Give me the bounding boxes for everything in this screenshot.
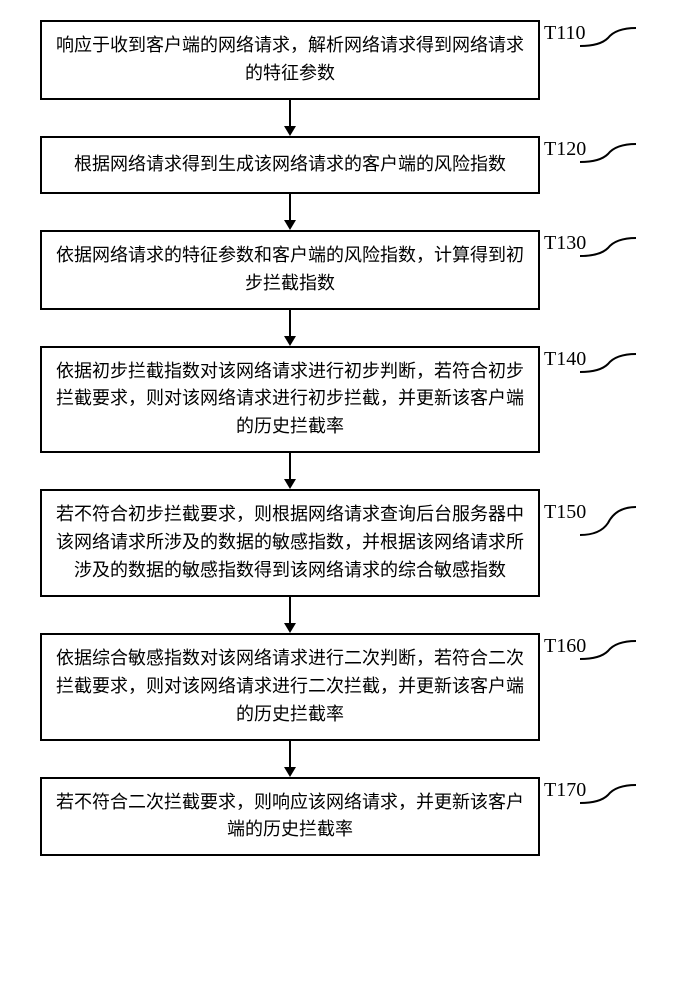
flow-arrow bbox=[40, 597, 540, 633]
flow-step: 响应于收到客户端的网络请求，解析网络请求得到网络请求的特征参数 T110 bbox=[40, 20, 660, 100]
step-box-t150: 若不符合初步拦截要求，则根据网络请求查询后台服务器中该网络请求所涉及的数据的敏感… bbox=[40, 489, 540, 597]
flow-step: 依据网络请求的特征参数和客户端的风险指数，计算得到初步拦截指数 T130 bbox=[40, 230, 660, 310]
step-box-t130: 依据网络请求的特征参数和客户端的风险指数，计算得到初步拦截指数 bbox=[40, 230, 540, 310]
step-box-t170: 若不符合二次拦截要求，则响应该网络请求，并更新该客户端的历史拦截率 bbox=[40, 777, 540, 857]
connector-line bbox=[580, 238, 640, 268]
step-text: 响应于收到客户端的网络请求，解析网络请求得到网络请求的特征参数 bbox=[56, 32, 524, 88]
arrow-down-icon bbox=[280, 310, 300, 346]
step-text: 若不符合二次拦截要求，则响应该网络请求，并更新该客户端的历史拦截率 bbox=[56, 789, 524, 845]
connector-line bbox=[580, 785, 640, 815]
arrow-down-icon bbox=[280, 100, 300, 136]
step-box-t110: 响应于收到客户端的网络请求，解析网络请求得到网络请求的特征参数 bbox=[40, 20, 540, 100]
connector-line bbox=[580, 144, 640, 174]
arrow-down-icon bbox=[280, 453, 300, 489]
step-box-t160: 依据综合敏感指数对该网络请求进行二次判断，若符合二次拦截要求，则对该网络请求进行… bbox=[40, 633, 540, 741]
flow-arrow bbox=[40, 100, 540, 136]
flow-arrow bbox=[40, 453, 540, 489]
connector-line bbox=[580, 507, 640, 547]
flow-arrow bbox=[40, 194, 540, 230]
step-text: 若不符合初步拦截要求，则根据网络请求查询后台服务器中该网络请求所涉及的数据的敏感… bbox=[56, 501, 524, 585]
step-text: 依据初步拦截指数对该网络请求进行初步判断，若符合初步拦截要求，则对该网络请求进行… bbox=[56, 358, 524, 442]
connector-line bbox=[580, 28, 640, 58]
flow-step: 若不符合初步拦截要求，则根据网络请求查询后台服务器中该网络请求所涉及的数据的敏感… bbox=[40, 489, 660, 597]
step-text: 根据网络请求得到生成该网络请求的客户端的风险指数 bbox=[74, 151, 506, 179]
flow-step: 依据综合敏感指数对该网络请求进行二次判断，若符合二次拦截要求，则对该网络请求进行… bbox=[40, 633, 660, 741]
arrow-down-icon bbox=[280, 194, 300, 230]
flow-step: 根据网络请求得到生成该网络请求的客户端的风险指数 T120 bbox=[40, 136, 660, 194]
step-text: 依据网络请求的特征参数和客户端的风险指数，计算得到初步拦截指数 bbox=[56, 242, 524, 298]
flow-step: 若不符合二次拦截要求，则响应该网络请求，并更新该客户端的历史拦截率 T170 bbox=[40, 777, 660, 857]
flow-step: 依据初步拦截指数对该网络请求进行初步判断，若符合初步拦截要求，则对该网络请求进行… bbox=[40, 346, 660, 454]
connector-line bbox=[580, 641, 640, 671]
connector-line bbox=[580, 354, 640, 384]
flowchart-container: 响应于收到客户端的网络请求，解析网络请求得到网络请求的特征参数 T110 根据网… bbox=[40, 20, 660, 856]
step-box-t120: 根据网络请求得到生成该网络请求的客户端的风险指数 bbox=[40, 136, 540, 194]
step-box-t140: 依据初步拦截指数对该网络请求进行初步判断，若符合初步拦截要求，则对该网络请求进行… bbox=[40, 346, 540, 454]
flow-arrow bbox=[40, 741, 540, 777]
arrow-down-icon bbox=[280, 741, 300, 777]
flow-arrow bbox=[40, 310, 540, 346]
arrow-down-icon bbox=[280, 597, 300, 633]
step-text: 依据综合敏感指数对该网络请求进行二次判断，若符合二次拦截要求，则对该网络请求进行… bbox=[56, 645, 524, 729]
